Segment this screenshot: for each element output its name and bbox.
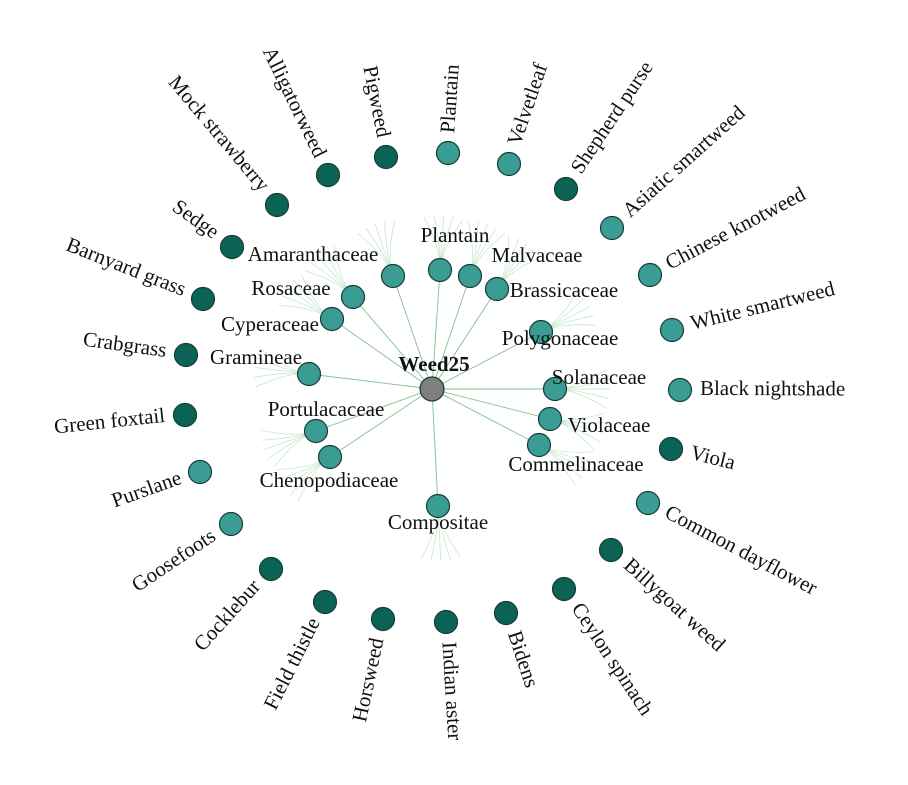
- species-label: Shepherd purse: [565, 56, 657, 177]
- family-node: [427, 257, 453, 283]
- species-node: [312, 589, 338, 615]
- species-label: Sedge: [168, 194, 224, 243]
- edge: [315, 388, 433, 432]
- species-node: [258, 556, 284, 582]
- species-label: Pigweed: [358, 64, 396, 140]
- species-node: [551, 576, 577, 602]
- species-label: Horsweed: [347, 635, 388, 724]
- family-label: Polygonaceae: [502, 326, 619, 350]
- species-node: [264, 192, 290, 218]
- species-label: Common dayflower: [661, 500, 821, 600]
- species-node: [433, 609, 459, 635]
- species-label: Viola: [688, 440, 739, 474]
- species-node: [493, 600, 519, 626]
- species-label: Ceylon spinach: [567, 598, 659, 720]
- family-node: [528, 319, 554, 345]
- family-label: Chenopodiaceae: [260, 468, 399, 492]
- family-label: Malvaceae: [492, 243, 583, 267]
- species-node: [553, 176, 579, 202]
- family-node: [526, 432, 552, 458]
- edge: [431, 275, 471, 390]
- species-node: [658, 436, 684, 462]
- species-node: [172, 402, 198, 428]
- species-label: Plantain: [435, 63, 464, 134]
- family-label: Brassicaceae: [510, 278, 618, 302]
- species-node: [637, 262, 663, 288]
- species-label: Chinese knotweed: [661, 181, 810, 274]
- species-label: Billygoat weed: [619, 553, 730, 657]
- species-node: [659, 317, 685, 343]
- family-node: [380, 263, 406, 289]
- species-label: Purslane: [108, 465, 184, 512]
- species-node: [599, 215, 625, 241]
- family-label: Plantain: [421, 223, 490, 247]
- family-node: [317, 444, 343, 470]
- species-node: [496, 151, 522, 177]
- family-node: [340, 284, 366, 310]
- family-label: Solanaceae: [552, 365, 646, 389]
- family-node: [537, 406, 563, 432]
- species-label: White smartweed: [688, 276, 837, 335]
- family-node: [425, 493, 451, 519]
- edge: [392, 275, 433, 390]
- species-label: Goosefoots: [127, 523, 220, 596]
- species-node: [187, 459, 213, 485]
- species-label: Crabgrass: [82, 327, 168, 362]
- root-node: [419, 376, 445, 402]
- family-node: [296, 361, 322, 387]
- edge: [352, 296, 433, 390]
- family-node: [484, 276, 510, 302]
- species-label: Velvetleaf: [502, 60, 552, 148]
- species-node: [373, 144, 399, 170]
- species-label: Alligatorweed: [258, 43, 332, 162]
- family-label: Cyperaceae: [221, 312, 319, 336]
- species-label: Mock strawberry: [164, 70, 275, 196]
- edge: [431, 388, 540, 446]
- species-node: [370, 606, 396, 632]
- edge: [431, 388, 551, 420]
- edge: [431, 388, 439, 507]
- edge: [308, 373, 433, 390]
- family-label: Compositae: [388, 510, 488, 534]
- family-label: Violaceae: [568, 413, 651, 437]
- family-node: [319, 306, 345, 332]
- species-label: Field thistle: [259, 614, 325, 714]
- edge: [431, 331, 542, 390]
- species-node: [598, 537, 624, 563]
- species-node: [635, 490, 661, 516]
- species-label: Indian aster: [437, 641, 467, 741]
- species-label: Barnyard grass: [63, 232, 190, 301]
- edge: [329, 388, 433, 458]
- family-label: Gramineae: [210, 345, 302, 369]
- nodes: Amaranthaceae Rosaceae Cyperaceae Gramineae…: [53, 43, 845, 741]
- species-node: [218, 511, 244, 537]
- family-node: [457, 263, 483, 289]
- species-label: Green foxtail: [53, 403, 166, 439]
- species-label: Black nightshade: [700, 376, 845, 401]
- species-node: [219, 234, 245, 260]
- edge: [331, 318, 433, 390]
- family-node: [303, 418, 329, 444]
- species-label: Bidens: [503, 628, 544, 691]
- edge: [431, 269, 441, 390]
- species-node: [190, 286, 216, 312]
- family-node: [542, 376, 568, 402]
- root-label: Weed25: [398, 352, 469, 376]
- species-label: Asiatic smartweed: [617, 100, 749, 222]
- family-label: Rosaceae: [251, 276, 330, 300]
- edge: [431, 288, 498, 390]
- species-node: [173, 342, 199, 368]
- species-node: [667, 377, 693, 403]
- family-label: Portulacaceae: [268, 397, 385, 421]
- species-node: [315, 162, 341, 188]
- species-node: [435, 140, 461, 166]
- family-label: Amaranthaceae: [248, 242, 379, 266]
- species-label: Cocklebur: [189, 574, 265, 655]
- family-label: Commelinaceae: [508, 452, 643, 476]
